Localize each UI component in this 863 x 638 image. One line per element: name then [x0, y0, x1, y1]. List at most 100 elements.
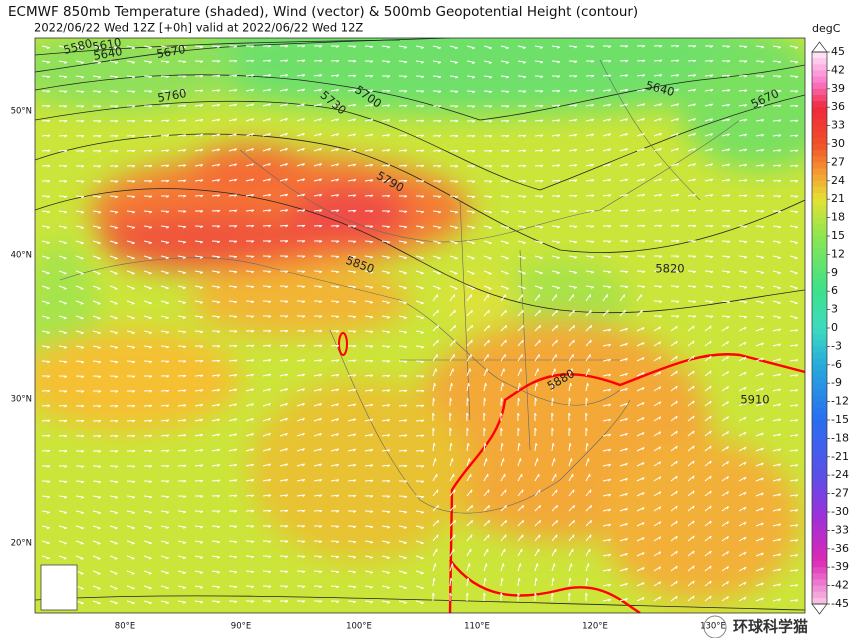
wind-arrow — [432, 339, 439, 347]
wind-arrow — [551, 473, 557, 482]
wind-arrow — [296, 45, 306, 48]
wind-arrow — [517, 442, 521, 452]
wind-arrow — [602, 133, 612, 137]
wind-arrow — [109, 105, 119, 108]
wind-arrow — [143, 570, 152, 575]
wind-arrow — [534, 592, 537, 602]
wind-arrow — [789, 60, 799, 64]
wind-arrow — [194, 374, 204, 378]
wind-arrow — [75, 540, 84, 545]
wind-arrow — [738, 240, 748, 244]
wind-arrow — [313, 388, 323, 392]
wind-arrow — [194, 194, 204, 198]
wind-arrow — [109, 420, 119, 423]
wind-arrow — [500, 195, 510, 199]
wind-arrow — [92, 210, 102, 214]
wind-arrow — [772, 583, 782, 587]
wind-arrow — [738, 326, 747, 332]
wind-arrow — [228, 555, 238, 559]
wind-arrow — [619, 492, 628, 497]
colorbar-segment — [812, 475, 827, 482]
wind-arrow — [602, 194, 612, 197]
watermark: 环球科学猫 — [703, 615, 808, 638]
wind-arrow — [772, 119, 782, 123]
wind-arrow — [585, 489, 592, 497]
wind-arrow — [568, 324, 576, 332]
wind-arrow — [687, 74, 697, 77]
wind-arrow — [517, 382, 521, 392]
wind-arrow — [551, 164, 561, 168]
wind-arrow — [330, 148, 340, 152]
wind-arrow — [296, 300, 306, 304]
wind-arrow — [58, 210, 68, 214]
wind-arrow — [313, 585, 323, 589]
wind-arrow — [296, 285, 306, 289]
wind-arrow — [636, 224, 646, 228]
wind-arrow — [772, 463, 782, 467]
wind-arrow — [653, 506, 662, 512]
wind-arrow — [160, 75, 170, 79]
wind-arrow — [500, 548, 506, 557]
wind-arrow — [279, 330, 289, 333]
wind-arrow — [602, 225, 612, 228]
wind-arrow — [398, 300, 407, 305]
wind-arrow — [296, 240, 306, 243]
wind-arrow — [772, 179, 782, 183]
wind-arrow — [483, 135, 493, 138]
wind-arrow — [619, 225, 629, 228]
wind-arrow — [364, 194, 374, 198]
wind-arrow — [738, 521, 747, 527]
wind-arrow — [160, 419, 170, 423]
wind-arrow — [551, 592, 554, 602]
wind-arrow — [58, 60, 68, 64]
wind-arrow — [143, 180, 153, 183]
wind-arrow — [534, 339, 541, 347]
wind-arrow — [670, 224, 680, 228]
wind-arrow — [466, 90, 476, 94]
wind-arrow — [143, 330, 152, 334]
wind-arrow — [432, 180, 442, 183]
wind-arrow — [517, 324, 525, 332]
wind-arrow — [704, 225, 714, 228]
wind-arrow — [41, 255, 50, 260]
wind-arrow — [772, 418, 782, 422]
wind-arrow — [245, 417, 254, 422]
wind-arrow — [687, 270, 697, 274]
wind-arrow — [211, 510, 221, 513]
wind-arrow — [534, 225, 544, 229]
wind-arrow — [41, 149, 51, 153]
wind-arrow — [126, 315, 135, 320]
wind-arrow — [534, 149, 544, 153]
wind-arrow — [704, 240, 714, 243]
wind-arrow — [262, 432, 271, 437]
wind-arrow — [483, 563, 488, 572]
wind-arrow — [126, 300, 135, 305]
wind-arrow — [381, 345, 391, 349]
wind-arrow — [653, 315, 663, 318]
wind-arrow — [772, 598, 782, 602]
colorbar-segment — [812, 383, 827, 390]
wind-arrow — [160, 119, 170, 123]
colorbar-tick-label: 24 — [831, 174, 845, 187]
wind-arrow — [772, 538, 782, 542]
wind-arrow — [619, 327, 628, 332]
wind-arrow — [347, 345, 357, 348]
wind-arrow — [636, 491, 645, 497]
wind-arrow — [58, 134, 68, 138]
map-area — [35, 38, 805, 613]
wind-arrow — [364, 179, 374, 182]
wind-arrow — [704, 74, 714, 78]
wind-arrow — [364, 540, 374, 544]
wind-arrow — [755, 522, 764, 527]
wind-arrow — [653, 209, 663, 212]
wind-arrow — [381, 495, 391, 498]
wind-arrow — [483, 165, 493, 168]
wind-arrow — [619, 552, 628, 557]
wind-arrow — [772, 60, 782, 64]
wind-arrow — [449, 577, 453, 587]
wind-arrow — [585, 89, 595, 93]
wind-arrow — [500, 354, 506, 362]
wind-arrow — [449, 412, 452, 422]
wind-arrow — [194, 118, 204, 122]
